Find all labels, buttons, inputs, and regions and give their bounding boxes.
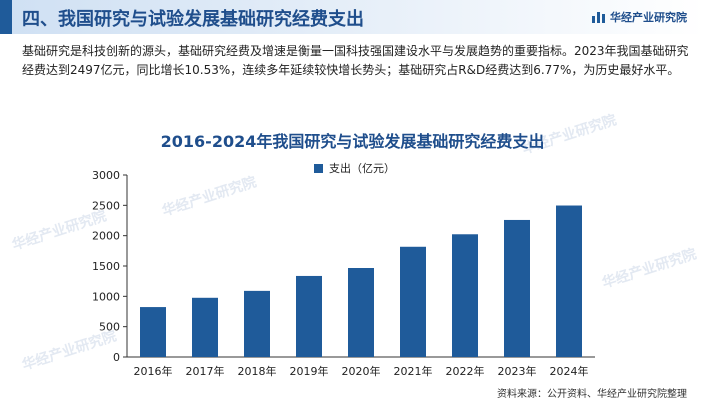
- x-tick-label: 2024年: [550, 364, 589, 378]
- y-tick-label: 1000: [92, 290, 120, 303]
- y-tick-label: 2000: [92, 230, 120, 243]
- intro-paragraph: 基础研究是科技创新的源头，基础研究经费及增速是衡量一国科技强国建设水平与发展趋势…: [22, 44, 689, 77]
- y-tick-label: 1500: [92, 260, 120, 273]
- legend-label: 支出（亿元）: [329, 162, 395, 175]
- chart-legend: 支出（亿元）: [314, 160, 395, 176]
- x-tick-label: 2019年: [290, 364, 329, 378]
- bar: [244, 290, 270, 357]
- chart-title: 2016-2024年我国研究与试验发展基础研究经费支出: [160, 132, 545, 151]
- bar: [556, 205, 582, 357]
- bar: [348, 268, 374, 357]
- brand: 华经产业研究院: [592, 9, 687, 25]
- y-tick-label: 500: [99, 321, 120, 334]
- x-tick-label: 2022年: [446, 364, 485, 378]
- y-tick-label: 3000: [92, 169, 120, 182]
- bar: [192, 297, 218, 357]
- x-tick-label: 2016年: [134, 364, 173, 378]
- header-bar: [0, 0, 705, 34]
- bar: [452, 234, 478, 357]
- bar: [400, 246, 426, 357]
- header-accent: [0, 0, 12, 34]
- x-tick-label: 2017年: [186, 364, 225, 378]
- source-note: 资料来源：公开资料、华经产业研究院整理: [497, 389, 687, 400]
- x-tick-label: 2018年: [238, 364, 277, 378]
- brand-name: 华经产业研究院: [610, 11, 687, 24]
- y-tick-label: 2500: [92, 199, 120, 212]
- legend-swatch: [314, 163, 323, 173]
- x-tick-label: 2020年: [342, 364, 381, 378]
- bar: [140, 307, 166, 357]
- brand-logo-icon: [592, 11, 605, 23]
- bar: [504, 219, 530, 357]
- bar: [296, 275, 322, 357]
- x-tick-label: 2023年: [498, 364, 537, 378]
- y-tick-label: 0: [113, 351, 120, 364]
- x-tick-label: 2021年: [394, 364, 433, 378]
- page-title: 四、我国研究与试验发展基础研究经费支出: [22, 9, 364, 30]
